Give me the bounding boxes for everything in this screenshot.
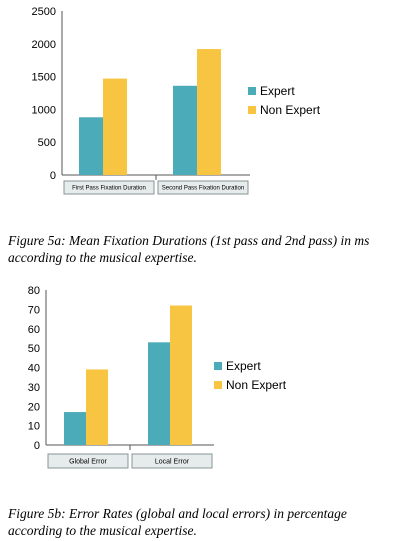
chart-error-rates: 0 10 20 30 40 50 60 70 80 Global Error Local Error…	[28, 285, 287, 469]
bar-expert-local-error	[148, 342, 170, 445]
category-label-box	[63, 180, 155, 195]
y-tick-label: 50	[28, 343, 40, 355]
category-label: Global Error	[69, 459, 107, 466]
figure-5a-caption: Figure 5a: Mean Fixation Durations (1st …	[8, 233, 370, 265]
legend-label-non-expert: Non Expert	[226, 378, 287, 392]
y-tick-label: 1500	[32, 72, 56, 84]
y-tick-label: 500	[38, 137, 56, 149]
bar-non-expert-local-error	[170, 305, 192, 445]
category-label: Second Pass Fixation Duration	[162, 186, 244, 192]
legend-label-non-expert: Non Expert	[260, 103, 321, 117]
legend-swatch-expert	[214, 362, 222, 370]
category-label-box	[157, 180, 249, 195]
figure-5b-caption: Figure 5b: Error Rates (global and local…	[8, 506, 347, 538]
bar-non-expert-global-error	[86, 369, 108, 445]
y-tick-label: 70	[28, 304, 40, 316]
y-tick-label: 80	[28, 285, 40, 297]
y-tick-label: 0	[34, 440, 40, 452]
bar-expert-global-error	[64, 412, 86, 445]
legend-label-expert: Expert	[260, 84, 295, 98]
y-tick-label: 1000	[32, 104, 56, 116]
category-label-box	[131, 453, 213, 469]
bar-non-expert-first-pass-fixation-duration	[103, 78, 127, 175]
y-tick-label: 2500	[32, 6, 56, 18]
chart-fixation-durations: 0 500 1000 1500 2000 2500 First Pass Fixation …	[32, 6, 321, 195]
category-label: Local Error	[155, 459, 190, 466]
legend-swatch-expert	[248, 87, 256, 95]
y-tick-label: 20	[28, 401, 40, 413]
legend-label-expert: Expert	[226, 359, 261, 373]
category-label: First Pass Fixation Duration	[72, 186, 146, 192]
y-tick-label: 40	[28, 363, 40, 375]
bar-expert-first-pass-fixation-duration	[79, 117, 103, 175]
bar-expert-second-pass-fixation-duration	[173, 85, 197, 175]
bar-non-expert-second-pass-fixation-duration	[197, 49, 221, 175]
y-tick-label: 10	[28, 421, 40, 433]
legend-swatch-non-expert	[214, 381, 222, 389]
legend-swatch-non-expert	[248, 106, 256, 114]
category-label-box	[47, 453, 129, 469]
y-tick-label: 60	[28, 324, 40, 336]
y-tick-label: 2000	[32, 39, 56, 51]
y-tick-label: 30	[28, 382, 40, 394]
y-tick-label: 0	[50, 170, 56, 182]
